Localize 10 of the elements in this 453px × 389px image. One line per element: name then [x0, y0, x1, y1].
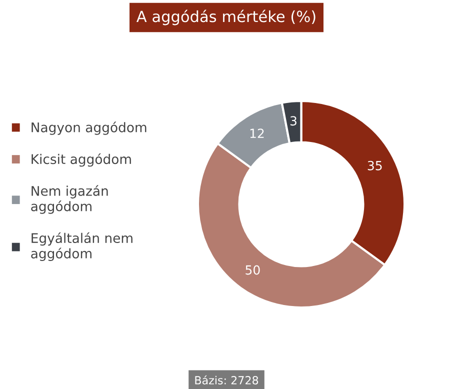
legend-label: Nagyon aggódom [32, 122, 146, 135]
data-label: 3 [290, 116, 296, 126]
data-label: 50 [246, 265, 260, 275]
data-label: 35 [368, 160, 382, 170]
data-label: 12 [250, 128, 264, 138]
legend-label: Kicsit aggódom [32, 153, 131, 167]
legend-label: Egyáltalán nem aggódom [31, 232, 132, 262]
legend-label: Nem igazán aggódom [31, 185, 108, 214]
chart-title: A aggódás mértéke (%) [136, 10, 316, 26]
text: Bázis: 2728 [195, 375, 258, 384]
